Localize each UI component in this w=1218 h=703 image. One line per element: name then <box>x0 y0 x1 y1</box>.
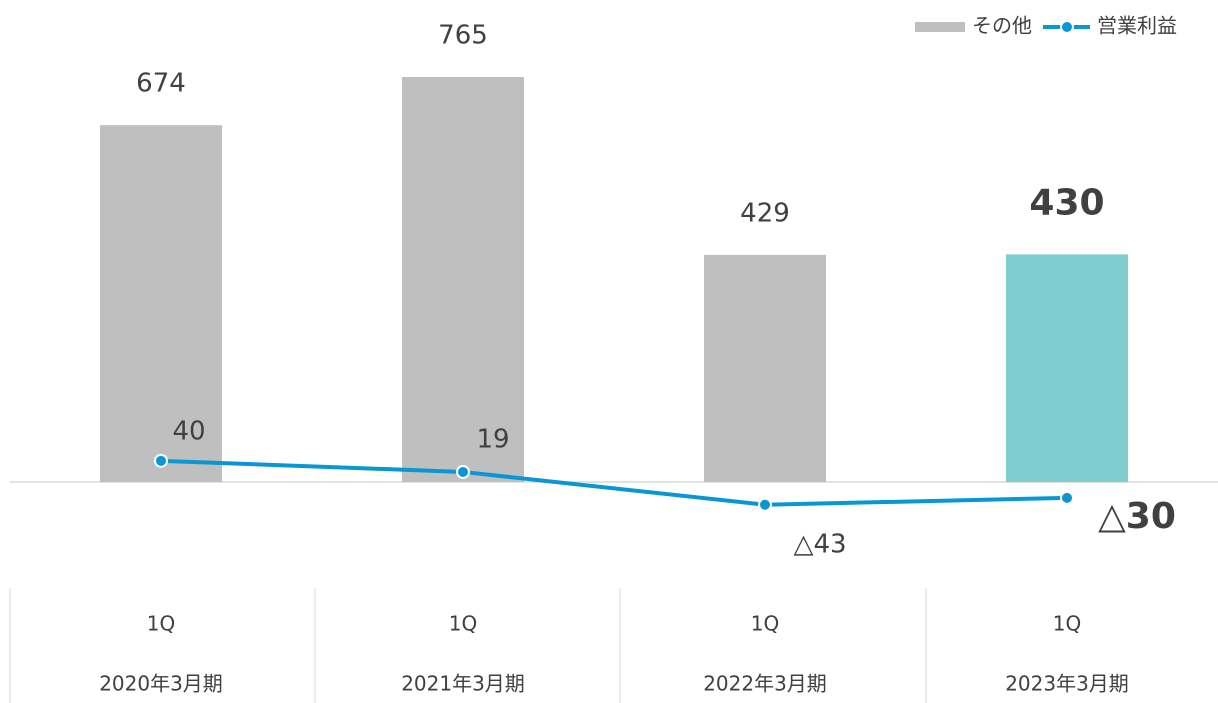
period-label: 2020年3月期 <box>99 672 223 696</box>
line-value-label: △43 <box>793 529 846 559</box>
line <box>160 458 1068 507</box>
period-label: 2022年3月期 <box>703 672 827 696</box>
legend-marker <box>1060 20 1074 34</box>
bar <box>1006 254 1128 482</box>
x-tick-label: 1Q <box>751 612 779 636</box>
legend-swatch <box>915 22 965 32</box>
bar <box>402 77 524 482</box>
x-tick-label: 1Q <box>147 612 175 636</box>
x-tick-label: 1Q <box>449 612 477 636</box>
legend-label: 営業利益 <box>1097 14 1177 38</box>
line-marker <box>758 497 772 512</box>
line-marker <box>1060 490 1074 505</box>
bar-value-label: 429 <box>740 198 790 228</box>
line-value-label: △30 <box>1098 496 1176 537</box>
line-marker <box>154 453 168 468</box>
line-value-label: 19 <box>476 424 509 454</box>
bar-value-label: 674 <box>136 69 186 99</box>
period-label: 2023年3月期 <box>1005 672 1129 696</box>
period-label: 2021年3月期 <box>401 672 525 696</box>
bar <box>100 125 222 483</box>
bar-value-label: 430 <box>1029 182 1104 223</box>
bar <box>704 254 826 482</box>
line-value-label: 40 <box>172 416 205 446</box>
legend-label: その他 <box>972 14 1032 38</box>
x-tick-label: 1Q <box>1053 612 1081 636</box>
bar-value-label: 765 <box>438 21 488 51</box>
line-marker <box>456 464 470 479</box>
